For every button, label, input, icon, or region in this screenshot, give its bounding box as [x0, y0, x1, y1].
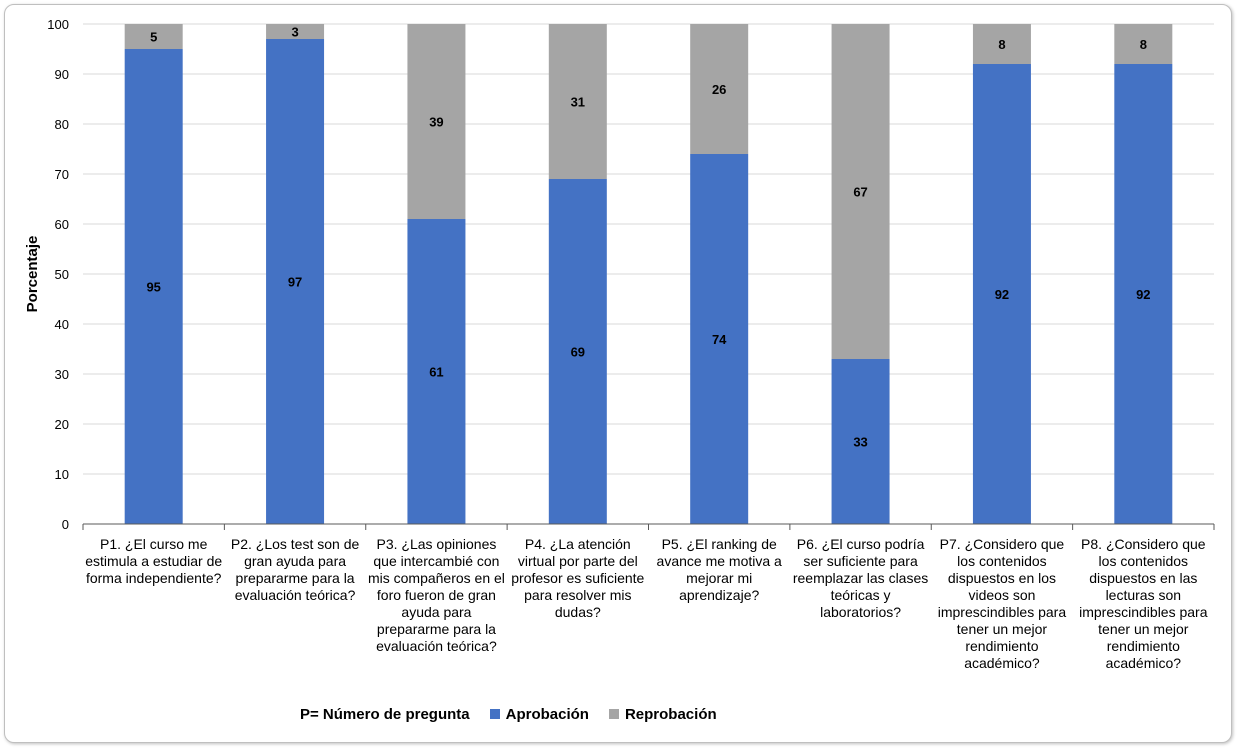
legend-item-aprobacion: Aprobación [489, 705, 589, 723]
legend-prefix: P= Número de pregunta [300, 705, 470, 723]
bar-aprobacion [407, 219, 466, 524]
bar-reprobacion [972, 24, 1031, 64]
y-tick-label: 20 [55, 417, 69, 432]
data-label-reprobacion: 67 [853, 185, 867, 200]
bar-reprobacion [831, 24, 890, 359]
category-label: P1. ¿El curso me estimula a estudiar de … [85, 536, 223, 586]
bar-reprobacion [1114, 24, 1173, 64]
legend-swatch-aprobacion [489, 709, 500, 719]
bar-reprobacion [124, 24, 183, 49]
bar-aprobacion [1114, 64, 1173, 524]
category-label: P8. ¿Considero que los contenidos dispue… [1079, 536, 1208, 671]
bar-aprobacion [831, 359, 890, 524]
y-tick-label: 70 [55, 167, 69, 182]
category-label: P4. ¿La atención virtual por parte del p… [511, 536, 645, 620]
data-label-reprobacion: 3 [291, 25, 298, 40]
data-label-reprobacion: 26 [712, 82, 726, 97]
category-label: P5. ¿El ranking de avance me motiva a me… [656, 536, 782, 603]
bar-reprobacion [407, 24, 466, 219]
bar-reprobacion [266, 24, 325, 39]
y-tick-label: 60 [55, 217, 69, 232]
data-label-aprobacion: 92 [1136, 287, 1150, 302]
y-tick-label: 50 [55, 267, 69, 282]
legend-label-reprobacion: Reprobación [624, 705, 717, 723]
y-tick-label: 30 [55, 367, 69, 382]
data-label-reprobacion: 31 [571, 95, 585, 110]
y-tick-label: 80 [55, 117, 69, 132]
data-label-aprobacion: 33 [853, 435, 867, 450]
bar-aprobacion [124, 49, 183, 524]
legend-swatch-reprobacion [608, 709, 619, 719]
y-tick-label: 10 [55, 467, 69, 482]
y-tick-label: 100 [47, 17, 69, 32]
bar-aprobacion [266, 39, 325, 524]
data-label-reprobacion: 5 [150, 30, 157, 45]
bar-aprobacion [972, 64, 1031, 524]
data-label-reprobacion: 8 [998, 37, 1005, 52]
y-axis-label: Porcentaje [24, 236, 41, 313]
y-tick-label: 90 [55, 67, 69, 82]
data-label-aprobacion: 97 [288, 275, 302, 290]
category-label: P3. ¿Las opiniones que intercambié con m… [367, 536, 505, 654]
legend-item-reprobacion: Reprobación [608, 705, 717, 723]
data-label-reprobacion: 8 [1140, 37, 1147, 52]
data-label-aprobacion: 61 [429, 365, 443, 380]
data-label-reprobacion: 39 [429, 115, 443, 130]
data-label-aprobacion: 69 [571, 345, 585, 360]
y-tick-label: 40 [55, 317, 69, 332]
y-tick-label: 0 [62, 517, 69, 532]
data-label-aprobacion: 92 [995, 287, 1009, 302]
bar-reprobacion [548, 24, 607, 179]
data-label-aprobacion: 95 [146, 280, 160, 295]
legend-label-aprobacion: Aprobación [505, 705, 589, 723]
category-label: P6. ¿El curso podría ser suficiente para… [792, 536, 929, 620]
bar-aprobacion [690, 154, 749, 524]
data-label-aprobacion: 74 [712, 332, 727, 347]
bar-reprobacion [690, 24, 749, 154]
bar-aprobacion [548, 179, 607, 524]
category-label: P7. ¿Considero que los contenidos dispue… [937, 536, 1067, 671]
category-label: P2. ¿Los test son de gran ayuda para pre… [230, 536, 360, 603]
legend: P= Número de pregunta Aprobación Reproba… [300, 703, 717, 725]
